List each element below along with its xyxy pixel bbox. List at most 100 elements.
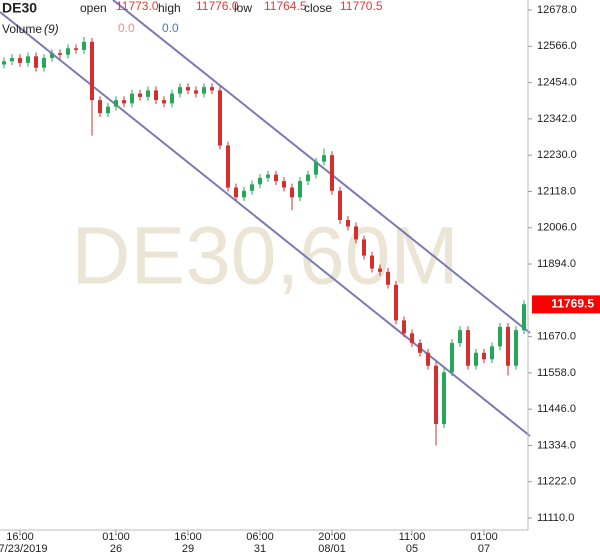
candle-body bbox=[258, 177, 262, 185]
candle-body bbox=[402, 320, 406, 334]
x-date-label: 29 bbox=[182, 543, 194, 555]
candle-body bbox=[330, 155, 334, 191]
candle-body bbox=[202, 87, 206, 94]
y-tick-label: 11222.0 bbox=[537, 476, 576, 488]
x-tick-label: 20:00 bbox=[318, 531, 346, 543]
symbol: DE30 bbox=[2, 0, 37, 16]
x-date-label: 26 bbox=[110, 543, 122, 555]
y-tick-label: 12230.0 bbox=[537, 149, 577, 161]
candle-body bbox=[2, 61, 6, 65]
candle-body bbox=[26, 56, 30, 63]
x-tick-label: 16:00 bbox=[174, 531, 202, 543]
candle-body bbox=[394, 284, 398, 321]
y-tick-label: 11558.0 bbox=[537, 367, 576, 379]
candle-body bbox=[298, 181, 302, 198]
candle-body bbox=[482, 352, 486, 360]
candle-body bbox=[282, 181, 286, 188]
x-date-label: 07 bbox=[478, 543, 490, 555]
candle-body bbox=[138, 93, 142, 97]
candle-body bbox=[290, 187, 294, 198]
channel-upper bbox=[112, 0, 531, 334]
candle-body bbox=[322, 155, 326, 162]
candle-body bbox=[178, 87, 182, 94]
x-tick-label: 16:00 bbox=[6, 531, 34, 543]
candle-body bbox=[474, 352, 478, 366]
x-date-label: 31 bbox=[254, 543, 266, 555]
header-label: close bbox=[304, 1, 332, 15]
candle-body bbox=[130, 93, 134, 104]
candle-body bbox=[378, 268, 382, 272]
candle-body bbox=[10, 57, 14, 62]
header-value: 11776.0 bbox=[196, 0, 239, 13]
candle-body bbox=[338, 190, 342, 220]
y-tick-label: 11894.0 bbox=[537, 258, 576, 270]
x-tick-label: 01:00 bbox=[102, 531, 130, 543]
candle-body bbox=[106, 106, 110, 114]
candle-body bbox=[506, 326, 510, 366]
x-tick-label: 06:00 bbox=[246, 531, 274, 543]
candle-body bbox=[466, 330, 470, 366]
candle-body bbox=[18, 57, 22, 63]
candle-body bbox=[218, 90, 222, 146]
last-price-box bbox=[532, 295, 600, 314]
candle-body bbox=[250, 184, 254, 191]
candle-body bbox=[66, 48, 70, 55]
x-tick-label: 01:00 bbox=[470, 531, 498, 543]
candle-body bbox=[490, 346, 494, 360]
candle-body bbox=[242, 190, 246, 198]
y-tick-label: 12678.0 bbox=[537, 4, 577, 16]
candle-body bbox=[42, 57, 46, 68]
candle-body bbox=[362, 239, 366, 256]
candle-body bbox=[162, 100, 166, 104]
candle-body bbox=[50, 53, 54, 58]
candle-body bbox=[98, 100, 102, 114]
candle-body bbox=[194, 90, 198, 94]
candle-body bbox=[442, 372, 446, 425]
candle-body bbox=[82, 41, 86, 50]
candle-body bbox=[58, 53, 62, 55]
candle-body bbox=[34, 56, 38, 68]
candle-body bbox=[386, 271, 390, 285]
volume-value: 0.0 bbox=[118, 21, 135, 35]
volume-value: 0.0 bbox=[162, 21, 179, 35]
candle-body bbox=[450, 343, 454, 373]
candle-body bbox=[210, 87, 214, 91]
candle-body bbox=[146, 90, 150, 97]
y-tick-label: 12342.0 bbox=[537, 113, 577, 125]
header-label: open bbox=[80, 1, 107, 15]
candle-body bbox=[226, 145, 230, 188]
candle-body bbox=[186, 87, 190, 91]
candle-body bbox=[90, 41, 94, 101]
y-tick-label: 11110.0 bbox=[537, 512, 574, 524]
candle-body bbox=[458, 330, 462, 344]
candle-body bbox=[418, 343, 422, 353]
candle-body bbox=[410, 333, 414, 344]
candle-body bbox=[114, 100, 118, 107]
y-tick-label: 11446.0 bbox=[537, 403, 576, 415]
candle-body bbox=[234, 187, 238, 198]
candle-body bbox=[306, 174, 310, 182]
candle-body bbox=[274, 174, 278, 182]
candle-body bbox=[74, 48, 78, 50]
x-date-label: 08/01 bbox=[318, 543, 346, 555]
last-price-label: 11769.5 bbox=[551, 297, 594, 311]
candle-body bbox=[354, 226, 358, 240]
x-date-label: 05 bbox=[406, 543, 418, 555]
candle-body bbox=[434, 365, 438, 425]
candle-body bbox=[346, 219, 350, 227]
candle-body bbox=[154, 90, 158, 101]
volume-period: (9) bbox=[44, 22, 59, 36]
channel-lower bbox=[0, 11, 531, 437]
candle-body bbox=[370, 255, 374, 269]
header-value: 11773.0 bbox=[116, 0, 159, 13]
y-tick-label: 11670.0 bbox=[537, 331, 576, 343]
y-tick-label: 12006.0 bbox=[537, 222, 577, 234]
candle-body bbox=[498, 326, 502, 347]
header-label: high bbox=[158, 1, 181, 15]
y-tick-label: 12454.0 bbox=[537, 77, 577, 89]
y-tick-label: 11334.0 bbox=[537, 439, 576, 451]
header-value: 11764.5 bbox=[264, 0, 307, 13]
y-tick-label: 12566.0 bbox=[537, 40, 577, 52]
candle-body bbox=[122, 100, 126, 104]
